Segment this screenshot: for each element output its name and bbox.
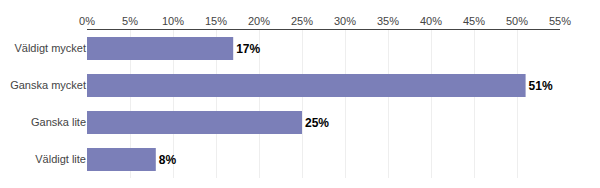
svg-text:40%: 40% (420, 15, 442, 27)
svg-text:25%: 25% (305, 116, 329, 130)
svg-text:45%: 45% (463, 15, 485, 27)
svg-text:Väldigt mycket: Väldigt mycket (14, 42, 86, 54)
svg-text:17%: 17% (236, 42, 260, 56)
svg-text:50%: 50% (506, 15, 528, 27)
svg-text:Ganska mycket: Ganska mycket (10, 79, 86, 91)
svg-text:8%: 8% (159, 153, 177, 167)
svg-text:51%: 51% (529, 79, 553, 93)
svg-text:30%: 30% (334, 15, 356, 27)
svg-text:Väldigt lite: Väldigt lite (35, 153, 86, 165)
svg-text:20%: 20% (248, 15, 270, 27)
svg-text:35%: 35% (377, 15, 399, 27)
svg-text:55%: 55% (549, 15, 571, 27)
svg-text:25%: 25% (291, 15, 313, 27)
svg-text:10%: 10% (162, 15, 184, 27)
svg-text:5%: 5% (122, 15, 138, 27)
svg-text:0%: 0% (79, 15, 95, 27)
svg-text:15%: 15% (205, 15, 227, 27)
svg-text:Ganska lite: Ganska lite (31, 116, 86, 128)
